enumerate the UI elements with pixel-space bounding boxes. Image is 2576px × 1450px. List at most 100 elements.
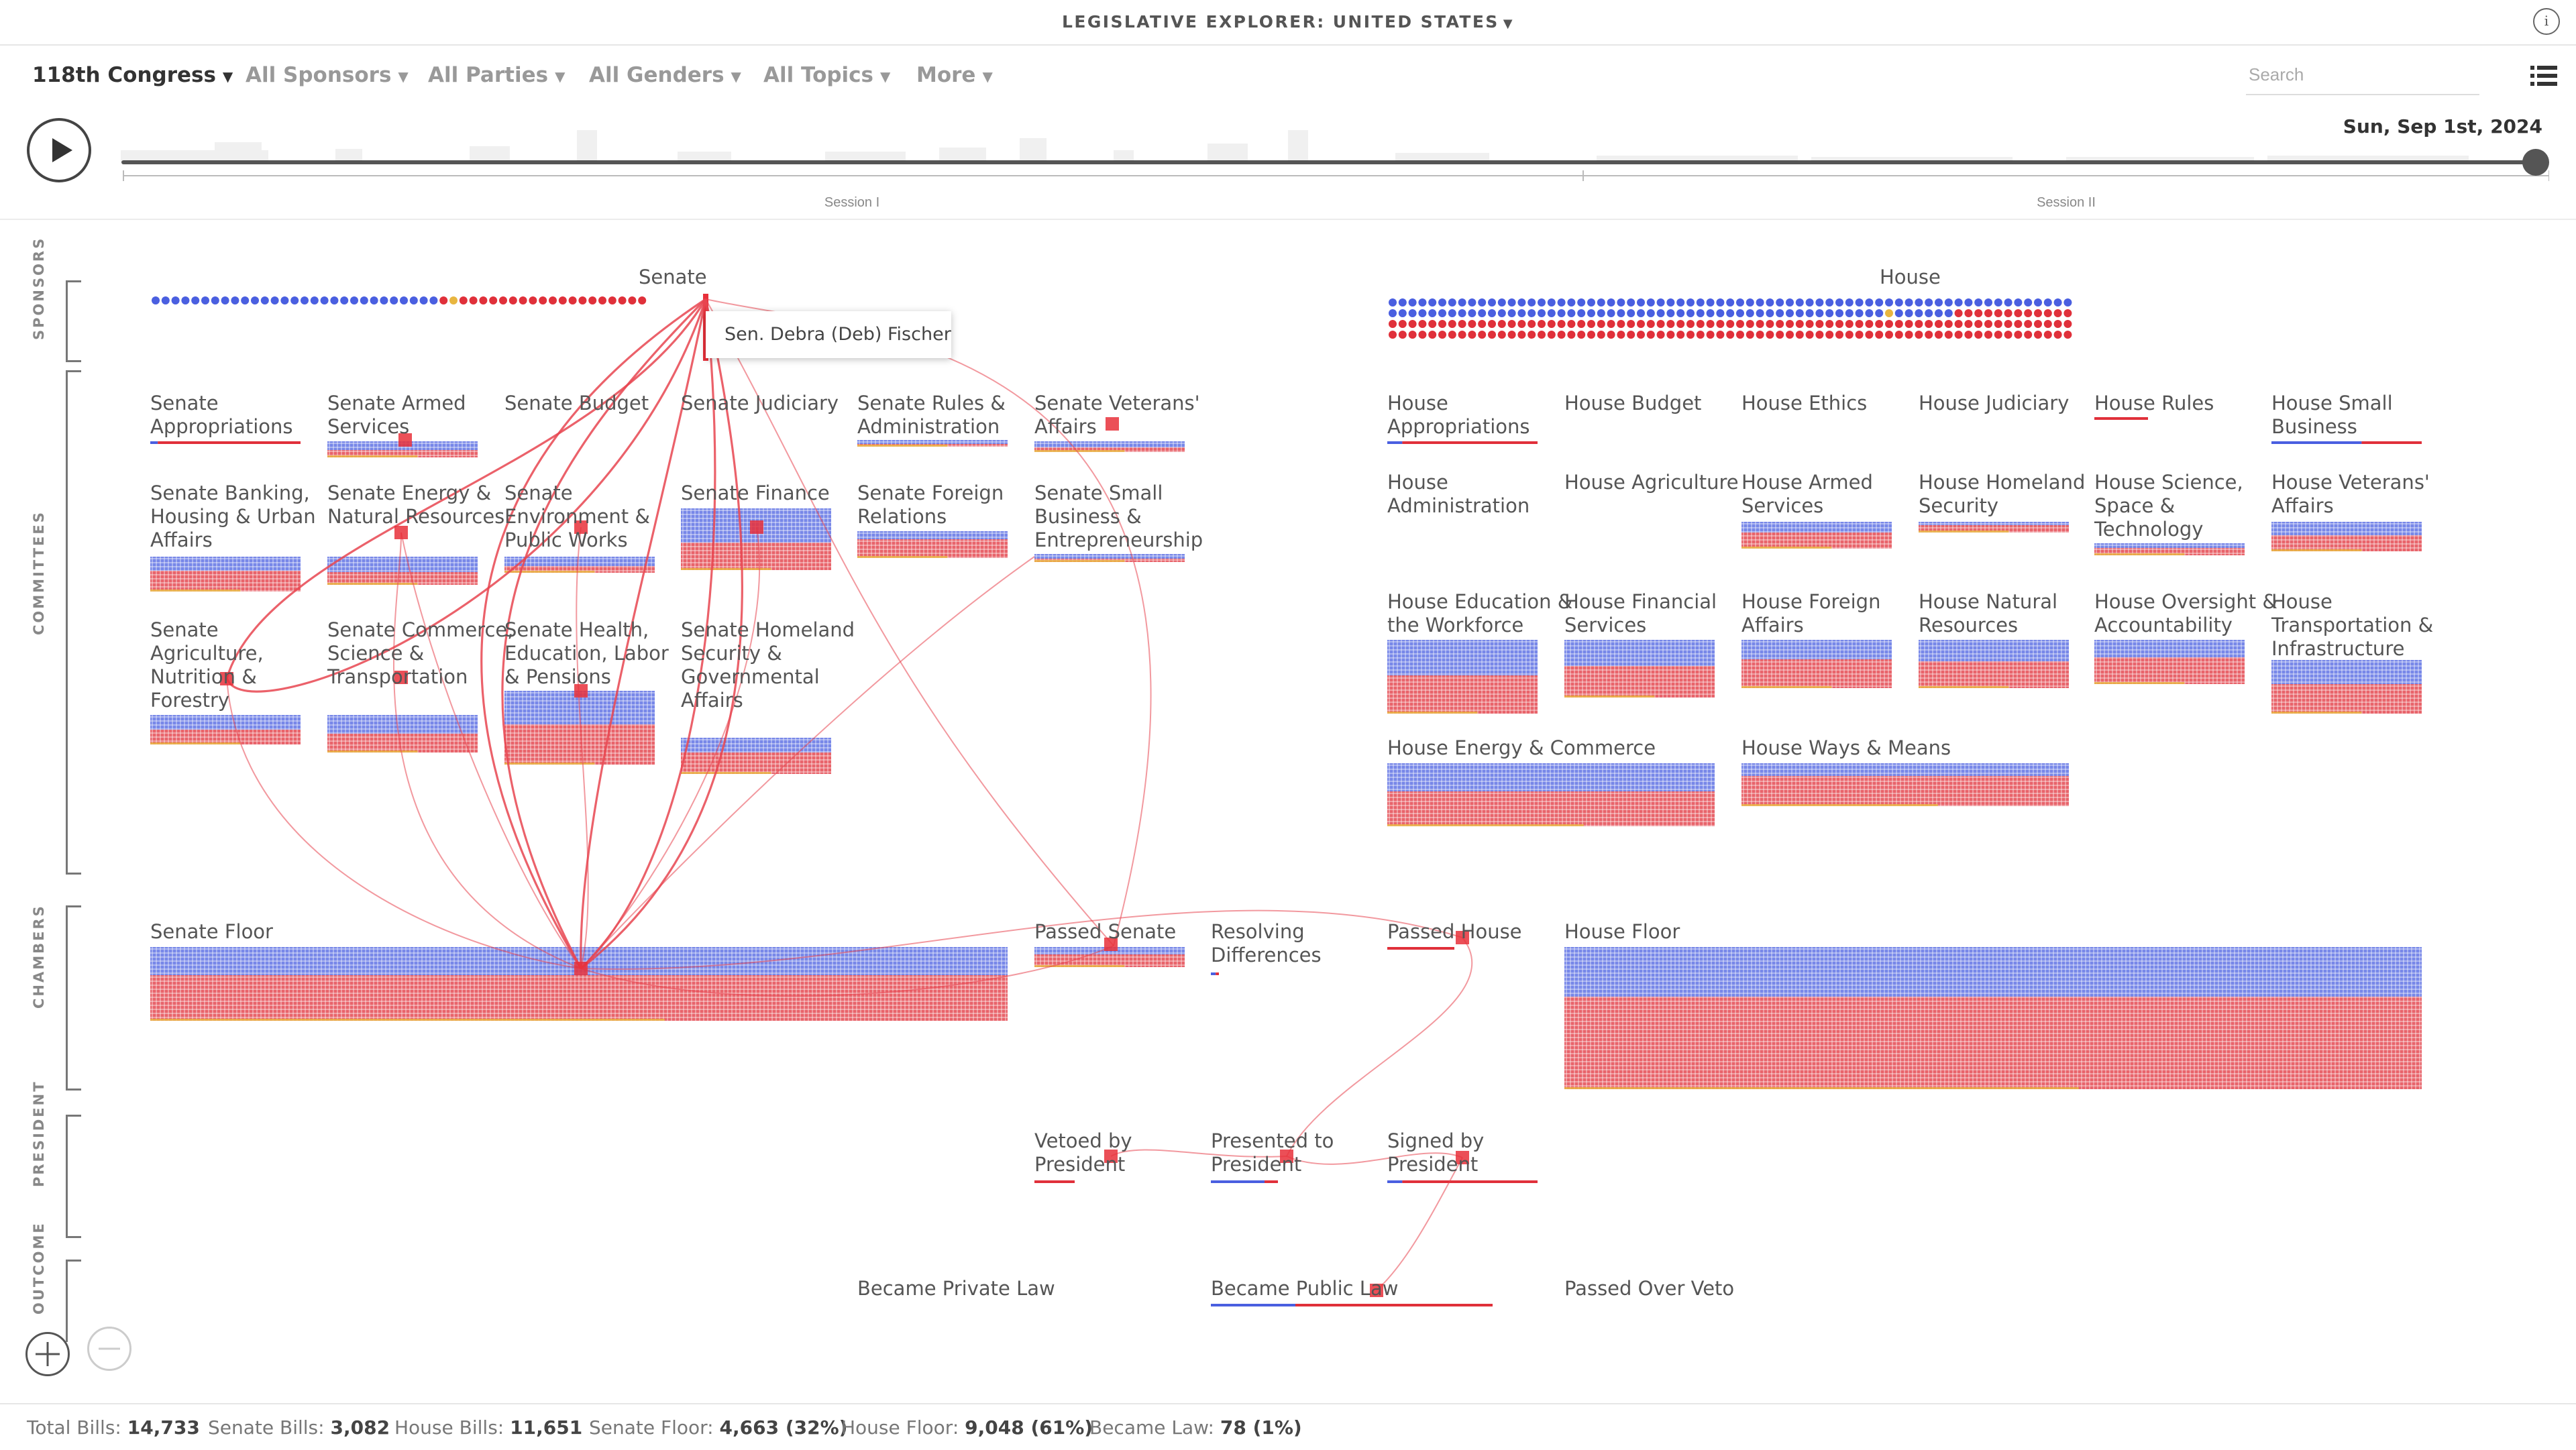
bill-path [1376,1157,1463,1291]
zoom-out-button[interactable] [87,1327,131,1371]
sponsor-dot [1389,331,1397,339]
sponsor-dot [1845,309,1854,317]
zoom-in-button[interactable] [25,1332,70,1376]
sponsor-dot [1885,309,1893,317]
sponsor-dot [1964,320,1973,328]
sponsor-dot [1696,320,1705,328]
sponsor-dot [588,296,597,304]
sponsor-dot [2043,309,2052,317]
session-label: Session II [2037,195,2096,210]
sponsor-dot [2004,320,2012,328]
sponsor-dot [1726,320,1735,328]
sponsor-dot [1944,331,1953,339]
committee-bills [1034,441,1185,452]
sponsor-dot [1389,298,1397,306]
sponsor-dot [1865,298,1874,306]
committee-bills [1741,522,1892,549]
sponsor-dot [598,296,606,304]
top-bar [0,0,2576,46]
timeline-histogram-bar [2267,156,2469,162]
sponsor-dot [1458,320,1466,328]
sponsor-dot [2034,298,2042,306]
list-icon[interactable] [2530,64,2557,87]
sponsor-dot [2063,298,2072,306]
stat-senate-floor: Senate Floor: 4,663 (32%) [589,1416,848,1439]
sponsor-dot [499,296,507,304]
sponsor-dot [1696,298,1705,306]
sponsor-dot [1925,331,1933,339]
sponsor-dot [1994,298,2002,306]
committee-bills [2094,417,2148,420]
sponsor-dot [1637,320,1645,328]
sponsor-dot [1517,320,1526,328]
sponsor-dot [1478,331,1487,339]
timeline-handle[interactable] [2522,149,2549,176]
sponsor-dot [1488,320,1496,328]
sponsor-dot [1637,298,1645,306]
sponsor-dot [231,296,239,304]
search-input[interactable] [2246,62,2473,88]
sponsor-dot [370,296,378,304]
sponsor-dot [390,296,398,304]
sponsor-dot [400,296,408,304]
sponsor-dot [310,296,319,304]
filter-topics[interactable]: All Topics ▼ [763,63,891,87]
sponsor-dot [628,296,637,304]
bill-marker [1370,1284,1383,1297]
play-button[interactable] [27,118,91,182]
sponsor-dot [1527,298,1536,306]
sponsor-dot [1855,320,1864,328]
committee-bills [857,531,1008,558]
sponsor-dot [1557,331,1566,339]
filter-more[interactable]: More ▼ [916,63,993,87]
sponsor-dot [1855,331,1864,339]
sponsor-dot [1607,309,1615,317]
timeline-scrubber[interactable]: Session I Session II [121,121,2549,215]
sponsor-dot [301,296,309,304]
sponsor-dot [1398,309,1407,317]
sponsor-dot [1497,309,1506,317]
sponsor-dot [1468,331,1477,339]
sponsor-dot [1607,320,1615,328]
sponsor-dot [449,296,458,304]
sponsor-dot [241,296,250,304]
sponsor-dot [1488,298,1496,306]
sponsor-dot [2053,298,2062,306]
sponsor-dot [1557,320,1566,328]
bill-flow-diagram[interactable] [0,0,2576,1402]
sponsor-dot [1855,298,1864,306]
sponsor-dot [479,296,488,304]
sponsor-dot [1904,309,1913,317]
committee-bills [504,557,655,573]
sponsor-dot [638,296,647,304]
app-title-dropdown[interactable]: LEGISLATIVE EXPLORER: UNITED STATES ▼ [0,12,2576,32]
sponsor-dot [1517,331,1526,339]
sponsor-dot [1835,331,1843,339]
sponsor-dot [608,296,616,304]
sponsor-dot [1835,309,1843,317]
timeline-histogram-bar [1020,138,1046,162]
sponsor-dot [1438,331,1446,339]
committee-bills [1741,763,2069,806]
committee-bills [150,557,301,592]
filter-parties[interactable]: All Parties ▼ [428,63,566,87]
sponsor-dot [1805,298,1814,306]
bill-marker [1104,938,1118,951]
info-icon[interactable]: i [2533,8,2560,35]
filter-genders[interactable]: All Genders ▼ [589,63,741,87]
committee-bills [681,508,831,570]
filter-congress[interactable]: 118th Congress ▼ [32,63,233,87]
sponsor-dot [350,296,358,304]
sponsor-dot [1666,331,1675,339]
sponsor-dot [1567,309,1576,317]
senate-sponsor-dots [152,296,647,304]
filter-sponsors[interactable]: All Sponsors ▼ [246,63,409,87]
sponsor-dot [578,296,587,304]
committee-bills [2094,640,2245,684]
sponsor-dot [2053,320,2062,328]
bill-path [580,909,1463,970]
sponsor-dot [539,296,547,304]
sponsor-dot [1597,298,1605,306]
sponsor-dot [1497,298,1506,306]
sponsor-dot [1875,309,1884,317]
